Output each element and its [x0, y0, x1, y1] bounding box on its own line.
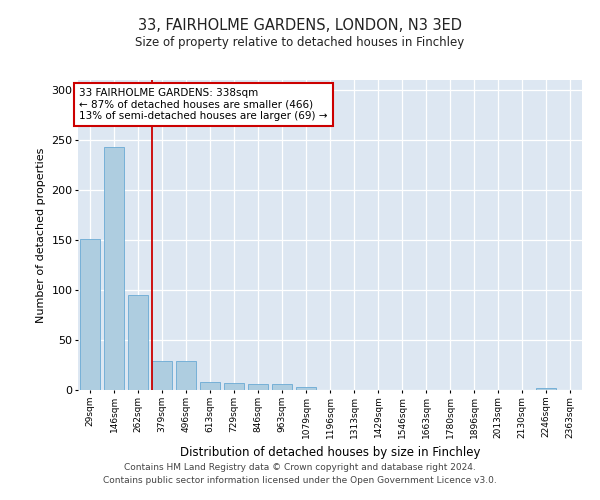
Text: Contains public sector information licensed under the Open Government Licence v3: Contains public sector information licen…	[103, 476, 497, 485]
Bar	[80, 239, 100, 390]
Text: 33 FAIRHOLME GARDENS: 338sqm
← 87% of detached houses are smaller (466)
13% of s: 33 FAIRHOLME GARDENS: 338sqm ← 87% of de…	[79, 88, 328, 121]
Bar	[536, 388, 556, 390]
Bar	[200, 382, 220, 390]
Text: 33, FAIRHOLME GARDENS, LONDON, N3 3ED: 33, FAIRHOLME GARDENS, LONDON, N3 3ED	[138, 18, 462, 32]
Bar	[152, 361, 172, 390]
Bar	[104, 147, 124, 390]
Bar	[176, 361, 196, 390]
Y-axis label: Number of detached properties: Number of detached properties	[36, 148, 46, 322]
Bar	[248, 384, 268, 390]
Text: Size of property relative to detached houses in Finchley: Size of property relative to detached ho…	[136, 36, 464, 49]
Bar	[296, 387, 316, 390]
Bar	[272, 384, 292, 390]
Bar	[224, 383, 244, 390]
X-axis label: Distribution of detached houses by size in Finchley: Distribution of detached houses by size …	[180, 446, 480, 459]
Text: Contains HM Land Registry data © Crown copyright and database right 2024.: Contains HM Land Registry data © Crown c…	[124, 464, 476, 472]
Bar	[128, 295, 148, 390]
